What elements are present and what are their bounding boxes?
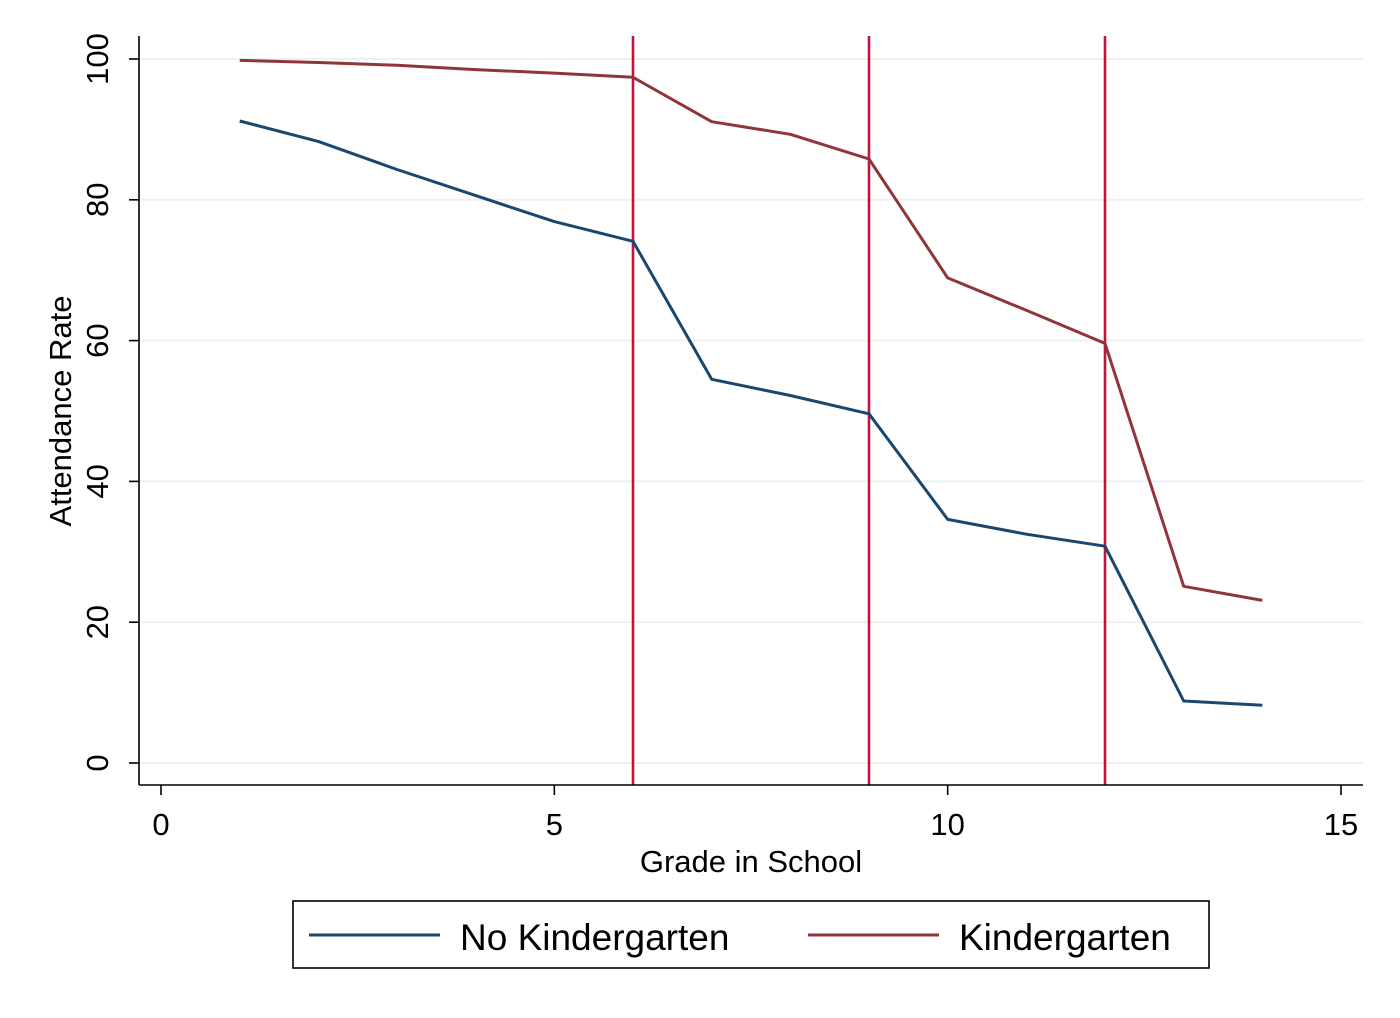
x-axis-ticks: 0 5 10 15 [152,785,1358,842]
gridlines [139,58,1363,764]
series-line-kindergarten [239,58,1263,602]
x-tick-label-5: 5 [546,807,563,842]
y-axis-ticks: 0 20 40 60 80 100 [80,33,139,772]
y-tick-label-0: 0 [80,754,115,771]
axes [138,36,1363,786]
reference-lines [631,36,1107,785]
x-tick-label-10: 10 [930,807,964,842]
x-axis-title: Grade in School [640,844,862,879]
y-tick-label-80: 80 [80,183,115,217]
legend-label-kindergarten: Kindergarten [959,917,1171,958]
legend-label-no-kindergarten: No Kindergarten [460,917,729,958]
x-tick-label-0: 0 [152,807,169,842]
y-tick-label-20: 20 [80,605,115,639]
series-lines [239,58,1263,707]
legend: No Kindergarten Kindergarten [292,900,1210,969]
y-tick-label-40: 40 [80,464,115,498]
x-tick-label-15: 15 [1324,807,1358,842]
y-axis-title: Attendance Rate [43,296,78,527]
y-tick-label-100: 100 [80,33,115,85]
legend-box [292,900,1210,969]
y-tick-label-60: 60 [80,323,115,357]
series-line-no-kindergarten [239,119,1263,707]
